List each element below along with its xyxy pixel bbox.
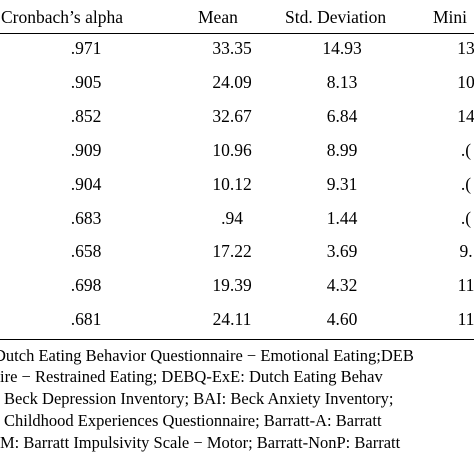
cell-alpha: .905	[70, 71, 102, 92]
cell-min: 9.	[459, 241, 473, 262]
cell-mean: 32.67	[212, 105, 252, 126]
cell-alpha: .658	[70, 241, 102, 262]
header-rule	[0, 33, 474, 34]
cell-sd: 4.60	[326, 309, 358, 330]
cell-sd: 3.69	[326, 241, 358, 262]
cell-mean: 17.22	[212, 241, 252, 262]
cell-sd: 6.84	[326, 105, 358, 126]
cell-min: 14	[457, 105, 474, 126]
header-std-deviation: Std. Deviation	[285, 7, 387, 27]
cell-min: .(	[460, 207, 472, 228]
cell-min: .(	[460, 139, 472, 160]
cell-alpha: .852	[70, 105, 102, 126]
header-cronbach-alpha: Cronbach’s alpha	[1, 7, 123, 27]
cell-sd: 1.44	[326, 207, 358, 228]
note-line: M: Barratt Impulsivity Scale − Motor; Ba…	[0, 433, 401, 452]
header-minimum: Mini	[433, 7, 468, 27]
header-mean: Mean	[198, 7, 238, 27]
cell-min: 13	[457, 38, 474, 58]
cell-mean: 33.35	[212, 38, 252, 58]
cell-alpha: .681	[70, 309, 102, 330]
note-line: Childhood Experiences Questionnaire; Bar…	[4, 411, 382, 430]
cell-alpha: .909	[70, 139, 102, 160]
table-bottom-rule	[0, 339, 474, 340]
cell-mean: 24.09	[212, 71, 252, 92]
cell-mean: 10.96	[212, 139, 252, 160]
note-line: ire − Restrained Eating; DEBQ-ExE: Dutch…	[0, 367, 383, 386]
cell-mean: .94	[221, 207, 243, 228]
cell-alpha: .683	[70, 207, 102, 228]
cell-alpha: .904	[70, 173, 102, 194]
cell-mean: 19.39	[212, 275, 252, 296]
cell-sd: 9.31	[326, 173, 358, 194]
cell-min: 11	[457, 309, 474, 330]
cell-mean: 24.11	[212, 309, 252, 330]
cell-min: .(	[460, 173, 472, 194]
cell-sd: 4.32	[326, 275, 358, 296]
cell-sd: 8.13	[326, 71, 358, 92]
cell-mean: 10.12	[212, 173, 252, 194]
cell-alpha: .698	[70, 275, 102, 296]
note-line: Beck Depression Inventory; BAI: Beck Anx…	[4, 389, 394, 408]
cell-sd: 14.93	[322, 38, 362, 58]
cell-min: 10	[457, 71, 474, 92]
cell-alpha: .971	[70, 38, 102, 58]
cell-sd: 8.99	[326, 139, 358, 160]
cell-min: 11	[457, 275, 474, 296]
note-line: Dutch Eating Behavior Questionnaire − Em…	[0, 346, 414, 365]
